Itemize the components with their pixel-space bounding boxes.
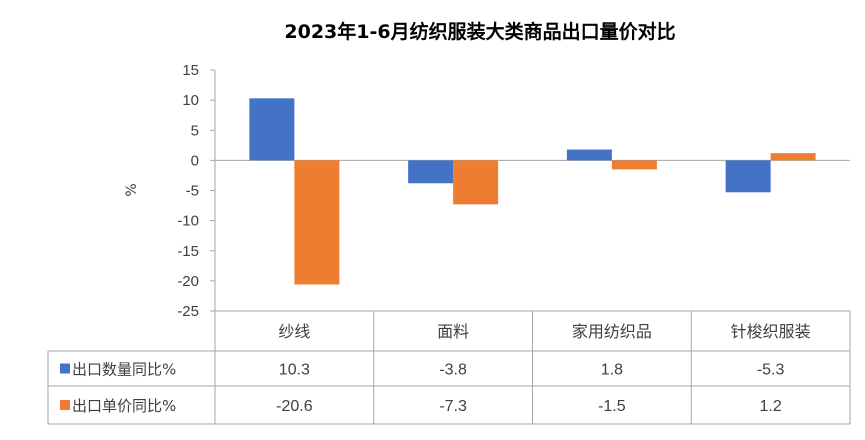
data-label: 1.8 [601,362,623,379]
bar-series2-4 [770,153,816,161]
y-tick-label: 5 [191,122,199,139]
data-label: -20.6 [276,398,313,415]
bar-series2-2 [453,160,499,205]
data-label: -1.5 [598,398,626,415]
x-category-label: 面料 [437,322,469,341]
data-label: -3.8 [439,362,467,379]
x-category-label: 家用纺织品 [572,322,652,341]
legend-swatch [60,363,70,374]
bar-series1-4 [725,160,771,193]
y-tick-label: -25 [177,303,199,320]
y-tick-label: 10 [182,92,199,109]
y-tick-label: 0 [191,152,199,169]
x-category-label: 针梭织服装 [731,322,811,341]
bar-series2-3 [611,160,657,170]
legend-label: 出口数量同比% [72,361,176,379]
data-label: -5.3 [757,362,785,379]
y-tick-label: -15 [177,243,199,260]
bar-layer [249,98,816,285]
x-category-label: 纱线 [278,322,310,341]
y-axis-label: % [124,183,140,196]
legend-swatch [60,400,70,410]
bar-series2-1 [294,160,340,285]
bar-series1-3 [566,149,612,161]
y-tick-label: -10 [177,213,199,230]
data-label: 10.3 [279,362,310,379]
legend-label: 出口单价同比% [72,397,176,415]
data-label: 1.2 [760,398,782,415]
y-tick-label: 15 [182,62,199,79]
y-tick-label: -20 [177,273,199,290]
chart-title: 2023年1-6月纺织服装大类商品出口量价对比 [284,20,675,43]
y-tick-label: -5 [186,183,199,200]
data-label: -7.3 [439,398,467,415]
bar-series1-2 [408,160,454,184]
bar-series1-1 [249,98,295,161]
